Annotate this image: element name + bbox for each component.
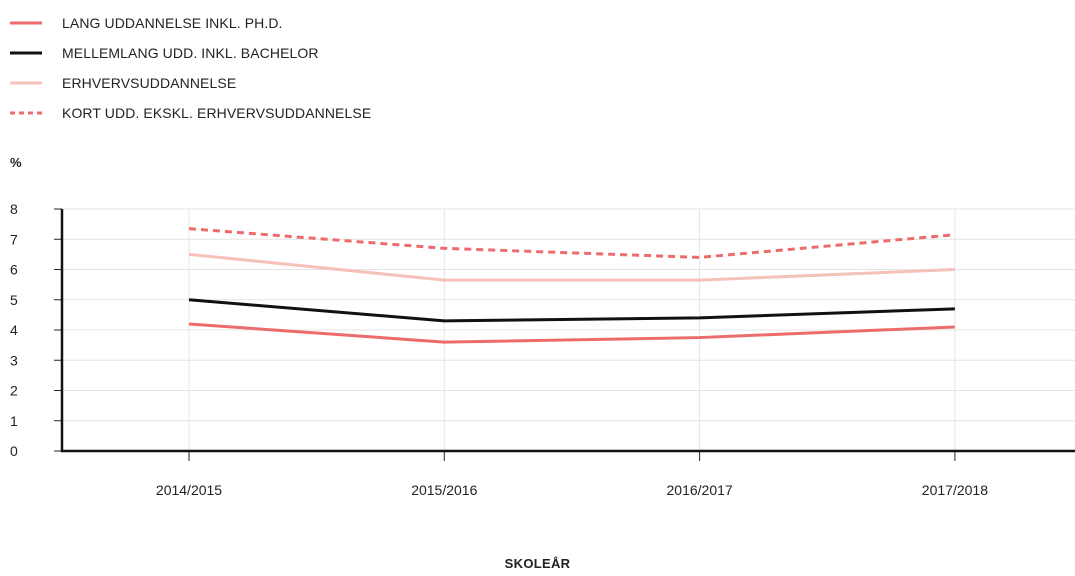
legend-item: ERHVERVSUDDANNELSE <box>10 68 371 98</box>
x-tick-label: 2016/2017 <box>667 482 733 498</box>
legend-swatch <box>10 81 42 85</box>
x-tick-label: 2014/2015 <box>156 482 222 498</box>
series-line-3 <box>188 252 955 282</box>
x-tick-label: 2017/2018 <box>922 482 988 498</box>
y-tick-label: 0 <box>10 443 18 459</box>
legend-label: MELLEMLANG UDD. INKL. BACHELOR <box>62 45 319 61</box>
y-axis-label: % <box>10 155 22 170</box>
legend-item: LANG UDDANNELSE INKL. PH.D. <box>10 8 371 38</box>
y-tick-label: 7 <box>10 231 18 247</box>
legend-label: ERHVERVSUDDANNELSE <box>62 75 237 91</box>
y-tick-label: 6 <box>10 262 18 278</box>
legend-label: KORT UDD. EKSKL. ERHVERVSUDDANNELSE <box>62 105 372 121</box>
y-tick-label: 2 <box>10 383 18 399</box>
y-tick-label: 1 <box>10 413 18 429</box>
x-axis-label: SKOLEÅR <box>504 556 571 571</box>
series-line-2 <box>188 298 955 323</box>
legend-swatch <box>10 111 42 115</box>
x-tick-label: 2015/2016 <box>411 482 477 498</box>
y-tick-label: 5 <box>10 292 18 308</box>
legend-item: KORT UDD. EKSKL. ERHVERVSUDDANNELSE <box>10 98 371 128</box>
y-tick-label: 8 <box>10 201 18 217</box>
chart-legend: LANG UDDANNELSE INKL. PH.D. MELLEMLANG UD… <box>10 8 371 128</box>
series-line-1 <box>188 322 955 344</box>
y-tick-label: 3 <box>10 352 18 368</box>
y-tick-label: 4 <box>10 322 18 338</box>
line-chart: 0 1 2 3 4 5 6 7 8 2014/2015 2015/2016 2016/2017 2017… <box>10 201 1075 498</box>
legend-label: LANG UDDANNELSE INKL. PH.D. <box>62 15 283 31</box>
series-line-4 <box>188 227 956 259</box>
legend-swatch <box>10 51 42 55</box>
legend-item: MELLEMLANG UDD. INKL. BACHELOR <box>10 38 371 68</box>
legend-swatch <box>10 21 42 25</box>
